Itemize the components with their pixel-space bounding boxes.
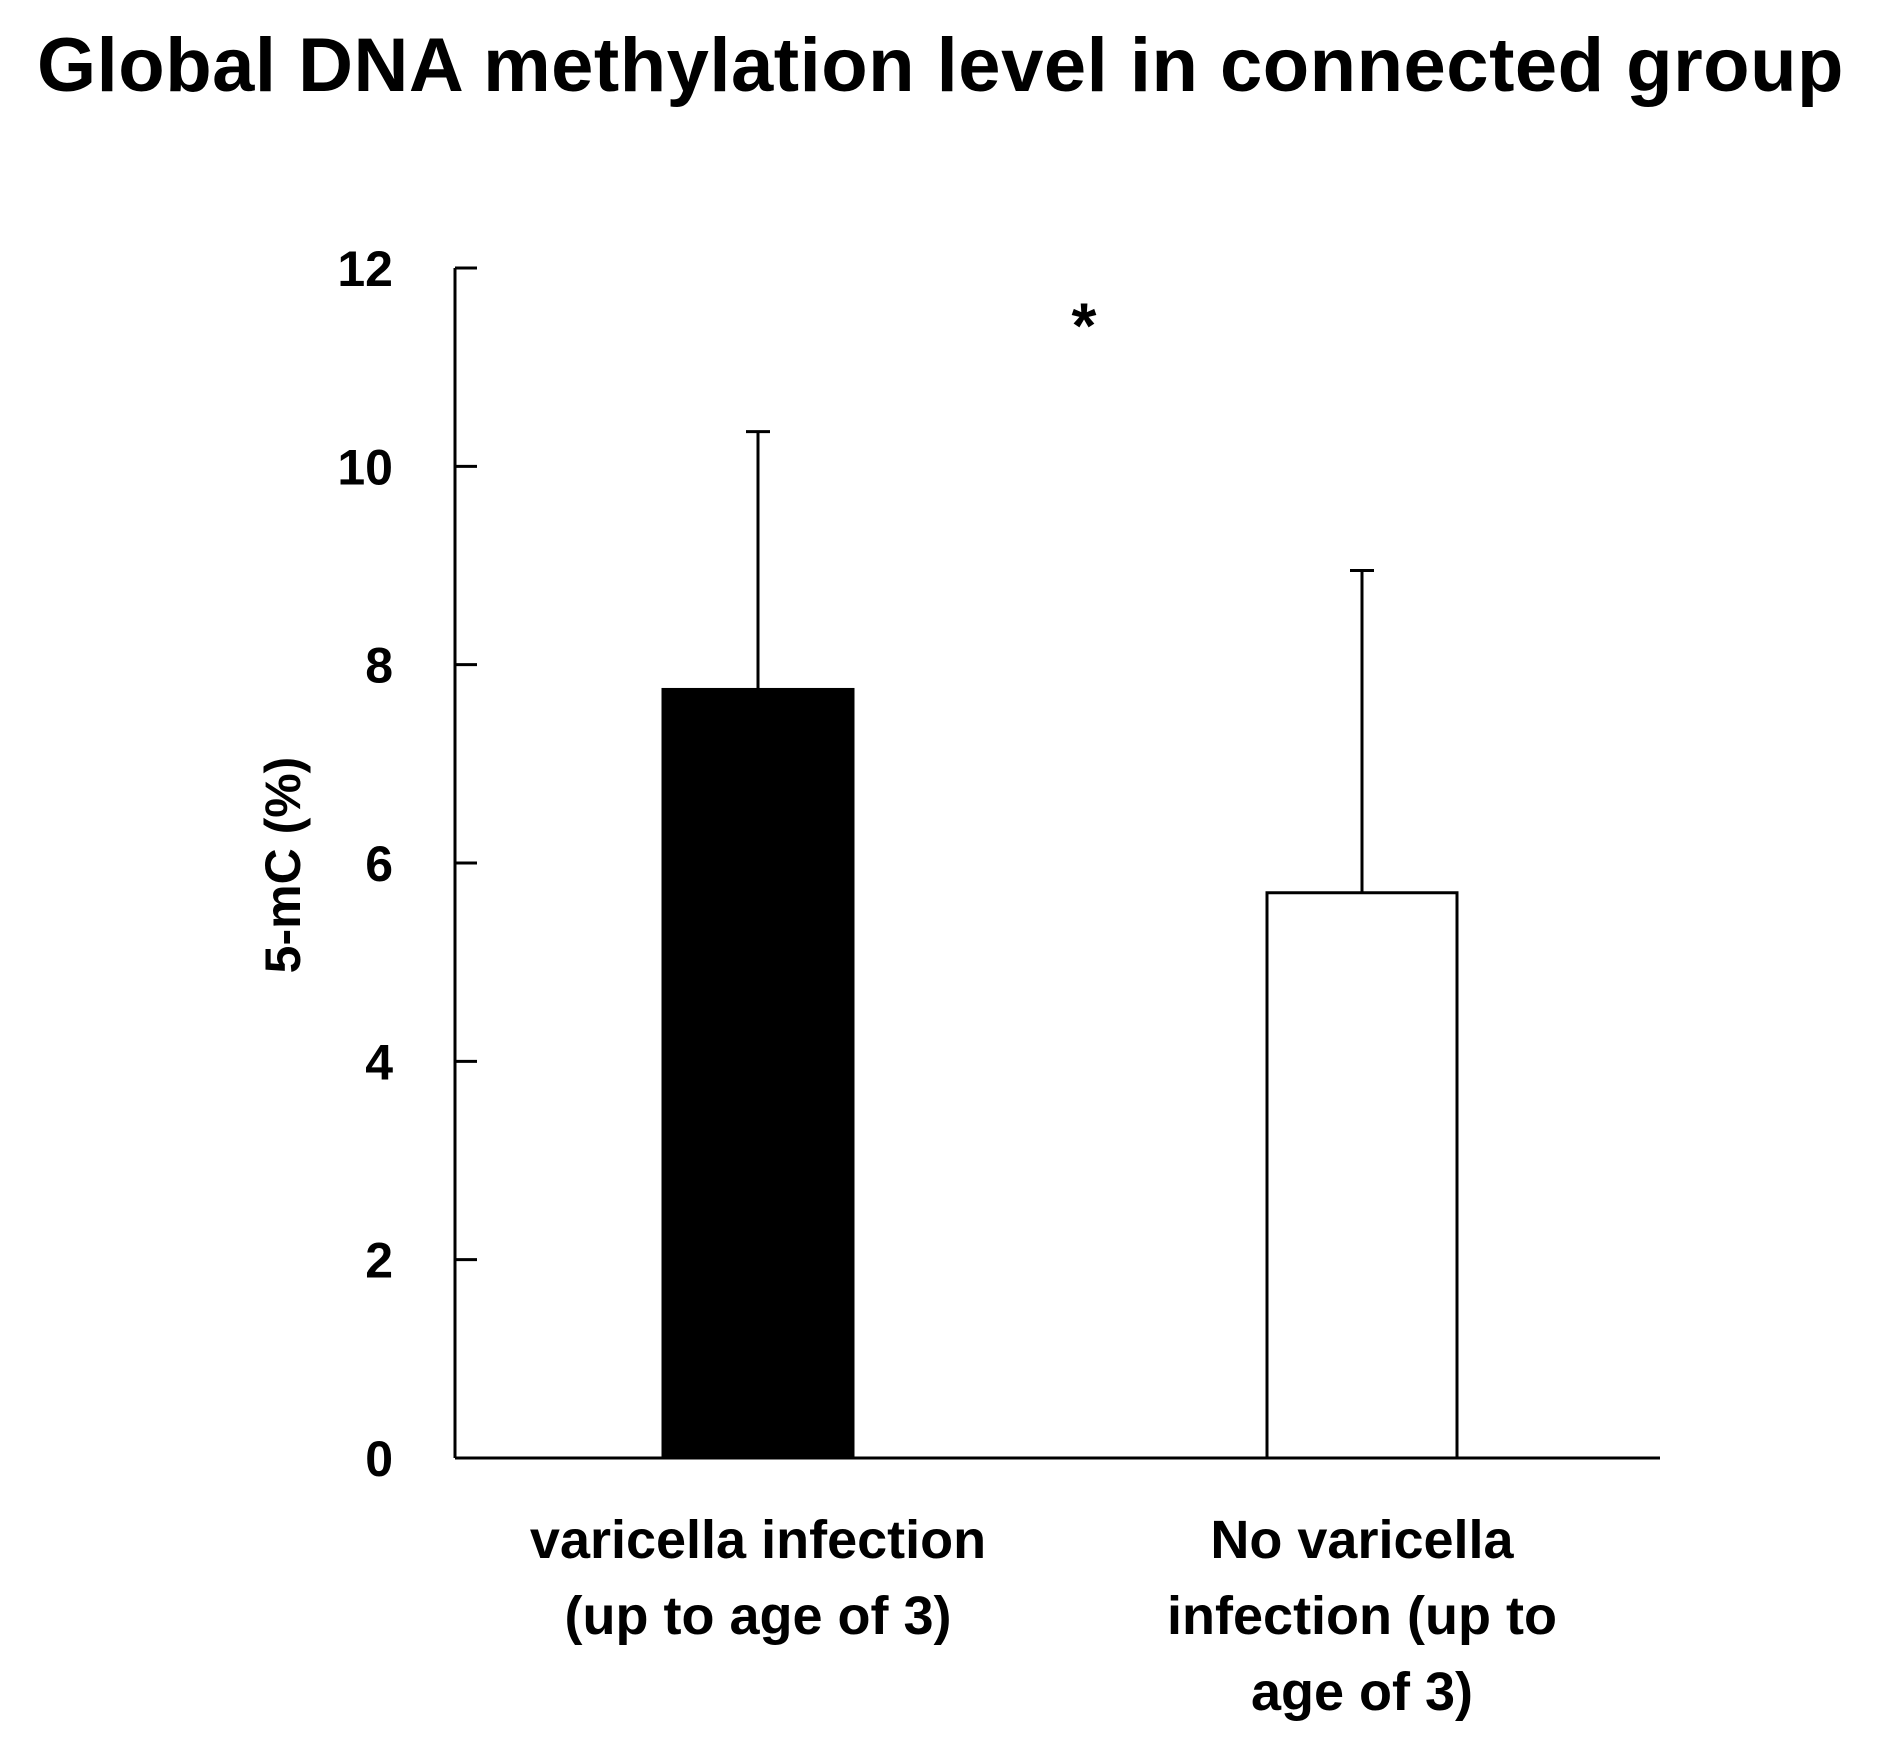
y-tick-label: 8: [365, 638, 393, 694]
x-category-label-line: No varicella: [1210, 1510, 1514, 1570]
significance-star: *: [1072, 290, 1097, 362]
y-tick-label: 2: [365, 1233, 393, 1289]
x-category-label-line: (up to age of 3): [565, 1586, 952, 1646]
labels: 0 2 4 6 8 10 12 5-mC (%) varicella infection (up …: [255, 241, 1557, 1722]
y-tick-label: 0: [365, 1431, 393, 1487]
y-tick-label: 6: [365, 836, 393, 892]
x-category-label-line: age of 3): [1251, 1662, 1473, 1722]
bars: [661, 687, 1459, 1460]
x-category-label: varicella infection (up to age of 3): [530, 1510, 986, 1646]
x-category-label-line: infection (up to: [1167, 1586, 1557, 1646]
x-category-label-line: varicella infection: [530, 1510, 986, 1570]
y-tick-label: 12: [337, 241, 393, 297]
axes: [453, 266, 1660, 1460]
bar: [1265, 891, 1459, 1460]
y-axis-title: 5-mC (%): [255, 757, 311, 974]
bar: [661, 687, 855, 1460]
chart-title: Global DNA methylation level in connecte…: [37, 23, 1844, 108]
y-tick-label: 10: [337, 439, 393, 495]
x-category-label: No varicella infection (up to age of 3): [1167, 1510, 1557, 1722]
y-tick-label: 4: [365, 1034, 393, 1090]
error-bars: [746, 430, 1374, 893]
